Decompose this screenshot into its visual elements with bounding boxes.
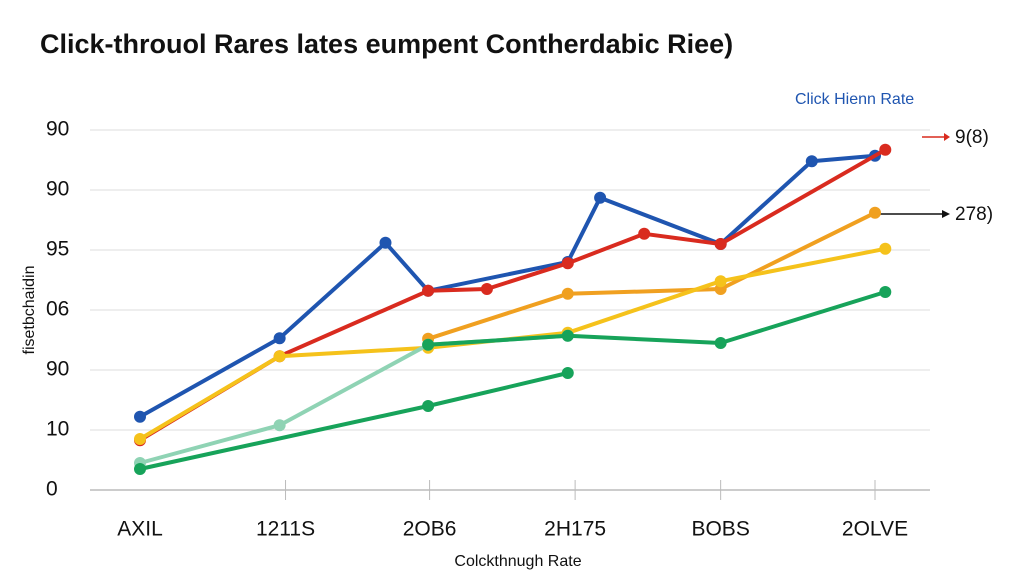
y-tick-label: 90 xyxy=(46,118,69,141)
x-axis-label: Colckthnugh Rate xyxy=(454,553,581,570)
y-axis-label: fisetbchaidin xyxy=(21,266,38,355)
series-line xyxy=(426,210,877,341)
data-point xyxy=(714,275,727,288)
y-tick-label: 90 xyxy=(46,178,69,201)
y-tick-label: 0 xyxy=(46,478,58,501)
x-tick-label: 1211S xyxy=(256,518,315,541)
data-point xyxy=(561,367,574,379)
data-point xyxy=(638,227,651,240)
data-point xyxy=(714,337,727,349)
series-line xyxy=(426,290,888,347)
y-tick-label: 06 xyxy=(46,298,69,321)
data-point xyxy=(879,242,892,255)
series-line xyxy=(138,246,888,441)
annotation: 9(8) xyxy=(955,127,989,148)
data-point xyxy=(805,155,818,168)
x-tick-label: 2OLVE xyxy=(842,518,908,541)
series-line xyxy=(138,153,877,419)
x-tick-label: 2OB6 xyxy=(403,518,457,541)
y-tick-label: 10 xyxy=(46,418,69,441)
chart-title: Click-throuol Rares lates eumpent Conthe… xyxy=(40,29,733,59)
legend-entry: Click Hienn Rate xyxy=(795,91,914,108)
data-point xyxy=(134,463,146,475)
data-point xyxy=(561,329,574,342)
data-point xyxy=(422,400,435,412)
data-point xyxy=(273,419,286,432)
x-tick-label: BOBS xyxy=(691,518,749,541)
y-tick-label: 95 xyxy=(46,238,69,261)
annotation-arrowhead xyxy=(942,210,950,218)
data-point xyxy=(561,257,574,270)
series-line xyxy=(138,371,570,471)
series-line xyxy=(138,147,888,443)
x-tick-label: AXIL xyxy=(117,518,163,541)
data-point xyxy=(480,283,493,295)
annotation: 278) xyxy=(955,204,993,225)
y-tick-label: 90 xyxy=(46,358,69,381)
data-point xyxy=(422,284,435,297)
data-point xyxy=(134,410,146,423)
annotation-arrowhead xyxy=(944,133,950,141)
data-point xyxy=(869,206,881,219)
data-point xyxy=(273,350,286,363)
data-point xyxy=(134,433,146,445)
data-point xyxy=(273,332,286,345)
data-point xyxy=(379,236,392,249)
x-tick-label: 2H175 xyxy=(544,518,606,541)
data-point xyxy=(594,191,607,204)
data-point xyxy=(714,238,727,250)
data-point xyxy=(561,287,574,300)
data-point xyxy=(422,338,435,351)
data-point xyxy=(879,286,892,298)
data-point xyxy=(879,143,892,156)
